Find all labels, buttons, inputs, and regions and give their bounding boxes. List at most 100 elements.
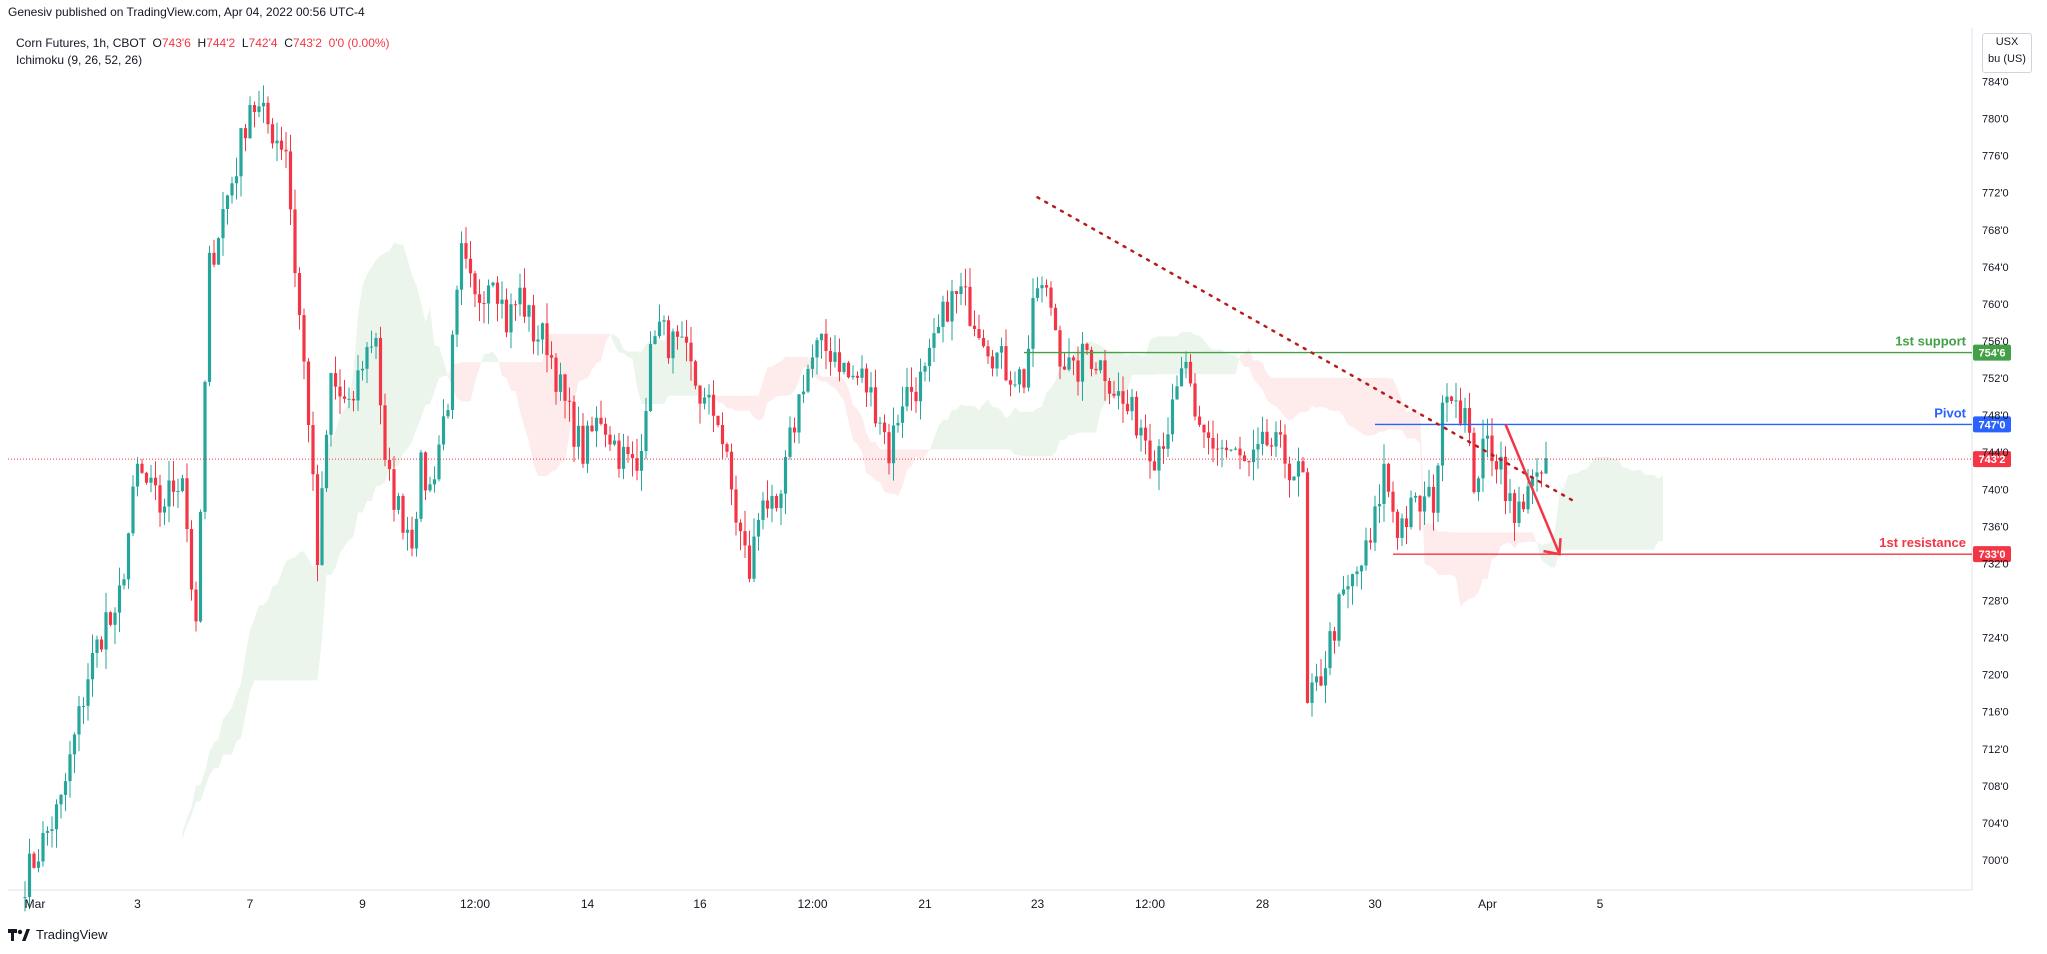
- candle-body: [1337, 594, 1341, 641]
- cloud-bearish-segment: [1262, 362, 1267, 400]
- candle: [860, 355, 864, 383]
- candle-body: [1422, 496, 1427, 512]
- cloud-bearish-segment: [727, 395, 732, 409]
- cloud-bearish-segment: [565, 333, 570, 462]
- candle: [1350, 573, 1355, 605]
- candle-body: [963, 286, 968, 288]
- candle-body: [1404, 518, 1409, 528]
- candle-body: [1508, 493, 1512, 502]
- time-tick-label: 7: [247, 897, 254, 911]
- candle: [599, 400, 603, 426]
- candle-body: [1332, 631, 1337, 641]
- candle-body: [167, 480, 171, 507]
- price-tag-box: [1973, 344, 2011, 361]
- candle-body: [1161, 446, 1166, 449]
- cloud-bullish-segment: [623, 349, 628, 358]
- candle: [320, 471, 324, 566]
- candle-body: [621, 446, 626, 469]
- cloud-bullish-segment: [187, 806, 192, 826]
- cloud-bearish-segment: [817, 372, 822, 382]
- candle: [873, 369, 878, 428]
- candle-body: [648, 344, 653, 412]
- candle: [1278, 420, 1283, 448]
- candle-body: [1170, 399, 1175, 435]
- candle: [995, 352, 999, 377]
- close-value: 743'2: [292, 36, 322, 50]
- candle: [455, 285, 459, 348]
- candle: [329, 372, 333, 447]
- cloud-bearish-segment: [551, 333, 556, 472]
- candle: [671, 328, 675, 374]
- cloud-bullish-segment: [947, 410, 952, 450]
- candle: [612, 434, 617, 446]
- candle-body: [707, 394, 711, 398]
- price-tick-label: 752'0: [1982, 373, 2009, 385]
- candle: [585, 420, 590, 473]
- candle: [302, 308, 306, 380]
- candle: [356, 355, 360, 411]
- symbol-name[interactable]: Corn Futures, 1h, CBOT: [16, 36, 146, 50]
- candle-body: [1292, 476, 1296, 481]
- candle: [1049, 281, 1053, 316]
- candle-body: [959, 286, 963, 295]
- candle-body: [1346, 586, 1350, 590]
- cloud-bullish-segment: [443, 360, 448, 377]
- candle: [306, 358, 311, 443]
- candle-body: [1386, 463, 1391, 492]
- candle: [95, 635, 99, 668]
- candle-body: [1364, 540, 1368, 566]
- candle: [1341, 575, 1346, 597]
- candle: [1215, 433, 1220, 466]
- cloud-bullish-segment: [340, 408, 345, 554]
- cloud-bearish-segment: [821, 376, 826, 382]
- candle-body: [855, 375, 860, 378]
- candle-body: [464, 243, 468, 259]
- cloud-bullish-segment: [1163, 336, 1168, 375]
- candle: [1076, 346, 1080, 396]
- currency-unit-selector[interactable]: USX bu (US): [1982, 33, 2032, 73]
- candle-body: [522, 287, 527, 317]
- candle: [288, 134, 293, 225]
- cloud-bullish-segment: [241, 654, 246, 739]
- cloud-bearish-segment: [1276, 377, 1281, 412]
- candle: [986, 340, 990, 364]
- candle: [1017, 366, 1022, 393]
- cloud-bullish-segment: [416, 285, 421, 429]
- cloud-bullish-segment: [362, 274, 367, 513]
- candle: [1157, 439, 1161, 491]
- level-label: Pivot: [1934, 405, 1966, 420]
- candle-body: [113, 612, 117, 625]
- price-tick-label: 716'0: [1982, 707, 2009, 719]
- candle: [531, 294, 536, 355]
- candle-body: [1035, 288, 1040, 298]
- cloud-bearish-segment: [925, 449, 930, 457]
- chart-legend: Corn Futures, 1h, CBOT O743'6 H744'2 L74…: [16, 35, 390, 69]
- cloud-bullish-segment: [245, 629, 250, 716]
- cloud-bearish-segment: [1510, 532, 1515, 549]
- candle: [63, 772, 68, 812]
- indicator-name[interactable]: Ichimoku (9, 26, 52, 26): [16, 53, 143, 67]
- cloud-bullish-segment: [610, 333, 615, 345]
- cloud-bullish-segment: [254, 605, 259, 681]
- candle-body: [711, 394, 716, 416]
- open-value: 743'6: [161, 36, 191, 50]
- time-tick-label: 12:00: [797, 897, 827, 911]
- candle-body: [347, 398, 351, 400]
- candle: [1035, 276, 1040, 302]
- candle-body: [1008, 380, 1013, 385]
- cloud-bearish-segment: [718, 395, 723, 403]
- candle-body: [239, 128, 243, 177]
- candle: [1314, 663, 1319, 691]
- candle-body: [869, 387, 873, 393]
- candle: [23, 881, 27, 912]
- candle: [689, 327, 693, 381]
- candle-body: [1166, 434, 1170, 449]
- candle-body: [1089, 349, 1094, 369]
- cloud-bullish-segment: [1235, 355, 1240, 375]
- price-tick-label: 712'0: [1982, 744, 2009, 756]
- candle-body: [1193, 383, 1197, 417]
- cloud-bullish-segment: [263, 600, 268, 681]
- candle: [1044, 279, 1049, 297]
- candle-body: [626, 446, 630, 455]
